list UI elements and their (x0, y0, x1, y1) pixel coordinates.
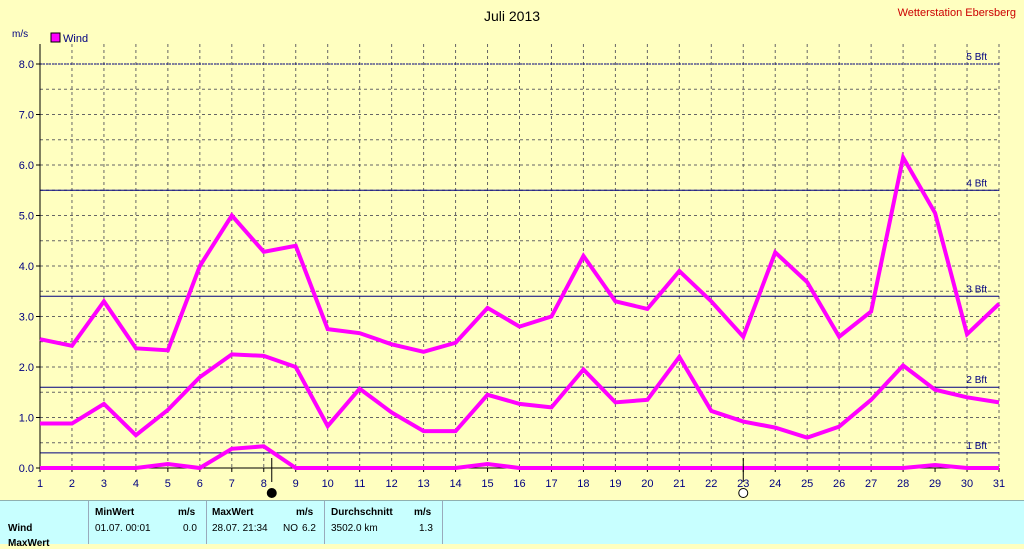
x-tick-label: 22 (705, 478, 717, 490)
y-tick-label: 5.0 (19, 211, 34, 223)
x-tick-label: 5 (165, 478, 171, 490)
x-tick-label: 17 (545, 478, 557, 490)
wind-chart: Juli 2013 Wetterstation Ebersberg m/s Wi… (0, 0, 1024, 500)
x-tick-label: 8 (261, 478, 267, 490)
y-tick-label: 3.0 (19, 312, 34, 324)
max-direction: NO (283, 523, 298, 534)
full-moon-icon (739, 489, 748, 498)
x-tick-label: 11 (354, 478, 365, 490)
beaufort-label: 1 Bft (966, 441, 987, 452)
stats-row-label: Wind (8, 523, 32, 534)
avg-header: Durchschnitt (331, 507, 393, 518)
min-header: MinWert (95, 507, 134, 518)
avg-distance: 3502.0 km (331, 523, 378, 534)
min-value: 0.0 (183, 523, 197, 534)
y-tick-label: 1.0 (19, 413, 34, 425)
x-tick-label: 25 (801, 478, 813, 490)
x-tick-label: 26 (833, 478, 845, 490)
x-tick-label: 21 (673, 478, 685, 490)
max-value: 6.2 (302, 523, 316, 534)
x-tick-label: 4 (133, 478, 139, 490)
x-tick-label: 2 (69, 478, 75, 490)
stats-row-label-cut: MaxWert (8, 538, 50, 549)
stats-panel: Wind MaxWert MinWert m/s 01.07. 00:01 0.… (0, 500, 1024, 544)
x-tick-label: 1 (37, 478, 43, 490)
max-date: 28.07. 21:34 (212, 523, 268, 534)
x-tick-label: 28 (897, 478, 909, 490)
x-tick-label: 14 (449, 478, 461, 490)
x-tick-label: 27 (865, 478, 877, 490)
beaufort-label: 2 Bft (966, 375, 987, 386)
beaufort-label: 4 Bft (966, 178, 987, 189)
y-tick-label: 0.0 (19, 463, 34, 475)
y-axis-unit: m/s (12, 29, 28, 40)
x-tick-label: 10 (322, 478, 334, 490)
y-tick-label: 7.0 (19, 110, 34, 122)
max-unit: m/s (296, 507, 313, 518)
x-tick-label: 7 (229, 478, 235, 490)
x-tick-label: 3 (101, 478, 107, 490)
beaufort-label: 3 Bft (966, 284, 987, 295)
x-tick-label: 18 (577, 478, 589, 490)
avg-value: 1.3 (419, 523, 433, 534)
station-name: Wetterstation Ebersberg (898, 7, 1016, 19)
y-tick-label: 2.0 (19, 362, 34, 374)
x-tick-label: 19 (609, 478, 621, 490)
new-moon-icon (267, 489, 276, 498)
x-tick-label: 24 (769, 478, 781, 490)
x-tick-label: 13 (417, 478, 429, 490)
y-tick-label: 6.0 (19, 160, 34, 172)
x-tick-label: 15 (481, 478, 493, 490)
min-date: 01.07. 00:01 (95, 523, 151, 534)
x-tick-label: 20 (641, 478, 653, 490)
y-tick-label: 4.0 (19, 261, 34, 273)
min-unit: m/s (178, 507, 195, 518)
x-tick-label: 12 (386, 478, 398, 490)
series-line-mean (40, 354, 999, 437)
x-tick-label: 6 (197, 478, 203, 490)
y-tick-label: 8.0 (19, 59, 34, 71)
legend-label: Wind (63, 33, 88, 45)
x-tick-label: 9 (293, 478, 299, 490)
avg-unit: m/s (414, 507, 431, 518)
beaufort-label: 5 Bft (966, 52, 987, 63)
chart-title: Juli 2013 (484, 8, 540, 24)
x-tick-label: 16 (513, 478, 525, 490)
x-tick-label: 31 (993, 478, 1005, 490)
legend-swatch (51, 33, 60, 42)
x-tick-label: 29 (929, 478, 941, 490)
max-header: MaxWert (212, 507, 254, 518)
x-tick-label: 30 (961, 478, 973, 490)
